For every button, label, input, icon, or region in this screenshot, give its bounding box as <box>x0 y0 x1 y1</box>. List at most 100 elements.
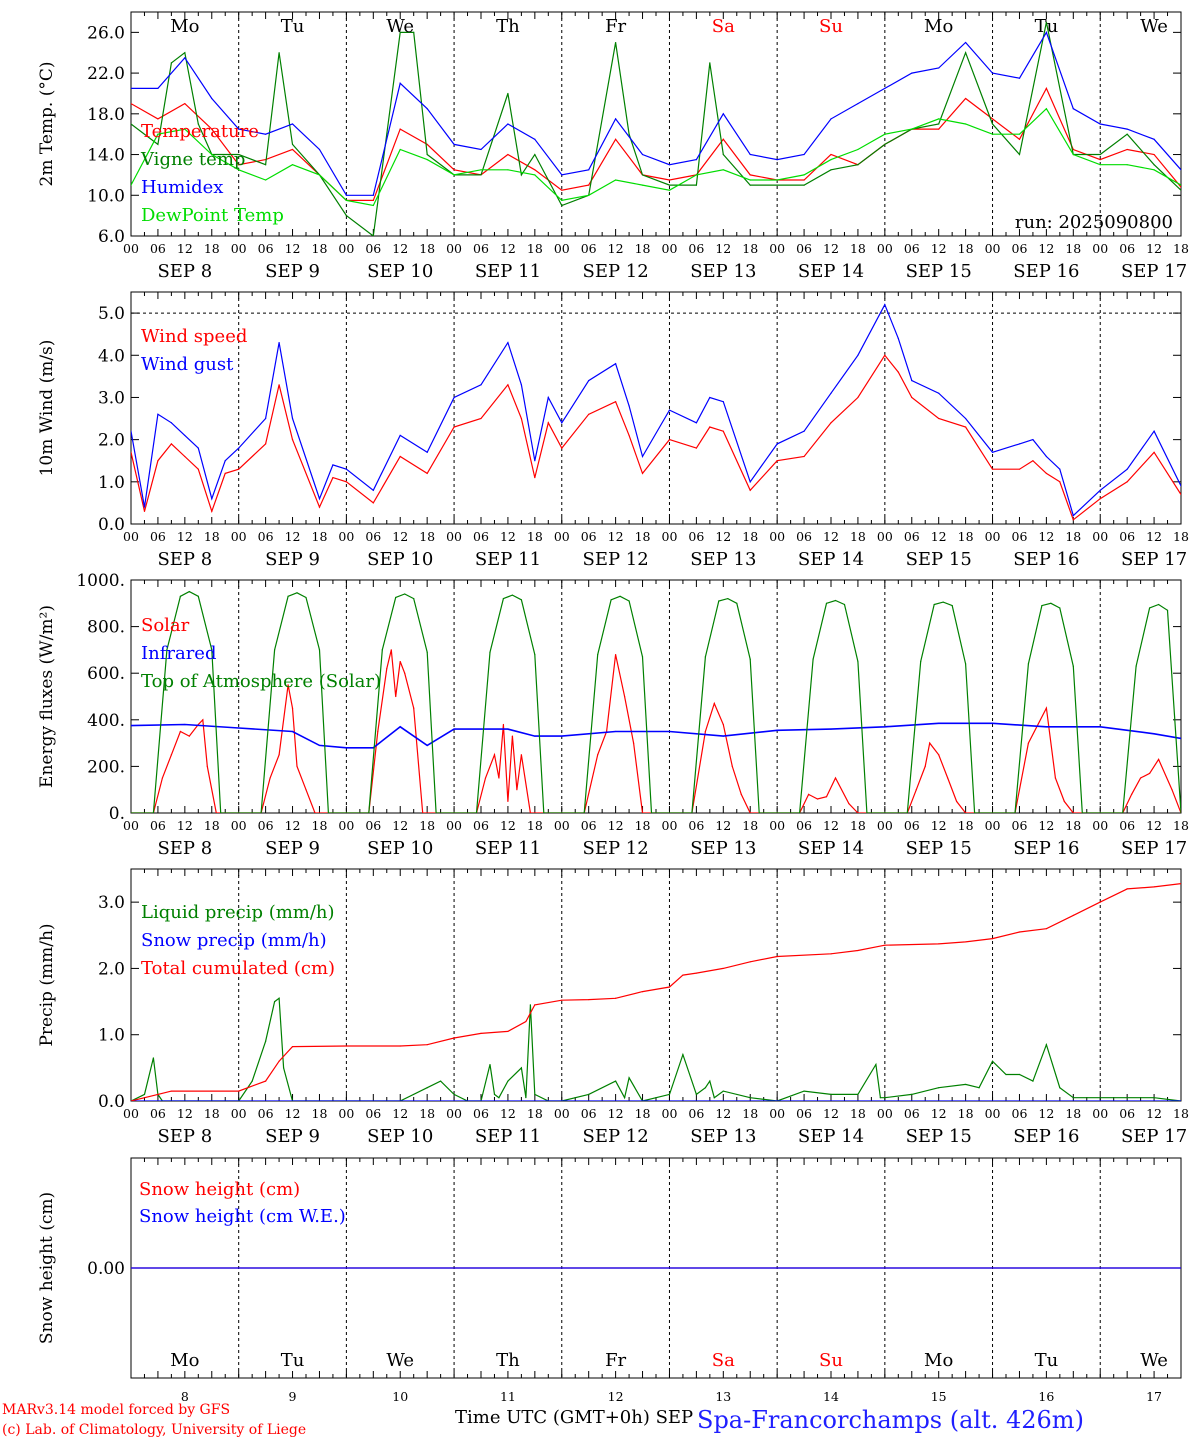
data-point <box>628 405 630 407</box>
data-point <box>709 1080 711 1082</box>
data-point <box>265 443 267 445</box>
data-point <box>1180 812 1181 813</box>
legend-entry: Solar <box>141 615 190 636</box>
data-point <box>1018 153 1021 156</box>
hour-label: 12 <box>1038 1106 1054 1121</box>
data-point <box>345 1045 347 1047</box>
hour-label: 06 <box>365 818 381 833</box>
data-point <box>938 722 940 724</box>
hour-label: 18 <box>312 1106 328 1121</box>
data-point <box>776 729 778 731</box>
data-point <box>534 735 536 737</box>
data-point <box>641 656 644 658</box>
data-point <box>345 199 347 201</box>
data-point <box>623 1097 626 1099</box>
data-point <box>206 765 208 768</box>
data-point <box>291 730 294 733</box>
date-label: SEP 11 <box>475 1126 541 1147</box>
data-point <box>1099 901 1101 903</box>
data-point <box>332 464 334 466</box>
hour-label: 18 <box>527 818 543 833</box>
data-point <box>238 727 240 729</box>
data-point <box>166 649 168 651</box>
data-point <box>749 174 751 176</box>
date-label: SEP 13 <box>690 549 756 570</box>
y-axis-label: Precip (mm/h) <box>37 923 57 1046</box>
data-point <box>776 955 778 958</box>
data-point <box>588 169 590 171</box>
hour-label: 18 <box>850 818 866 833</box>
y-tick-label: 1.0 <box>98 473 125 493</box>
date-label: SEP 13 <box>690 261 756 282</box>
data-point <box>143 506 146 508</box>
data-point <box>1045 31 1047 33</box>
data-point <box>179 595 181 597</box>
hour-label: 00 <box>554 1106 570 1121</box>
data-point <box>776 159 778 161</box>
day-number: 9 <box>289 1389 297 1404</box>
data-point <box>884 304 886 306</box>
hour-label: 06 <box>904 241 920 256</box>
data-point <box>131 184 132 186</box>
data-point <box>1180 169 1181 171</box>
y-tick-label: 0.0 <box>98 515 125 535</box>
date-label: SEP 14 <box>798 838 864 859</box>
data-point <box>704 1087 706 1089</box>
hour-label: 12 <box>392 1106 408 1121</box>
data-point <box>776 179 778 181</box>
data-point <box>197 468 199 470</box>
legend-entry: Total cumulated (cm) <box>141 958 335 979</box>
date-label: SEP 12 <box>583 261 649 282</box>
data-point <box>390 649 392 651</box>
data-point <box>1180 1100 1181 1101</box>
hour-label: 12 <box>285 1106 301 1121</box>
hour-label: 12 <box>823 241 839 256</box>
date-label: SEP 14 <box>798 1126 864 1147</box>
data-point <box>956 800 958 802</box>
data-point <box>965 52 967 54</box>
data-point <box>830 728 832 730</box>
data-point <box>1027 742 1030 744</box>
data-point <box>615 363 617 365</box>
data-point <box>179 730 181 733</box>
hour-label: 06 <box>688 529 704 544</box>
date-label: SEP 12 <box>583 838 649 859</box>
data-point <box>615 118 617 120</box>
date-label: SEP 8 <box>157 549 212 570</box>
data-point <box>991 133 994 135</box>
data-point <box>758 812 760 813</box>
data-point <box>453 812 455 813</box>
hour-label: 06 <box>258 241 274 256</box>
data-point <box>511 594 514 596</box>
data-point <box>1099 489 1101 491</box>
y-tick-label: 26.0 <box>87 23 125 43</box>
hour-label: 00 <box>123 529 139 544</box>
data-point <box>1072 519 1074 521</box>
data-point <box>534 174 536 176</box>
date-label: SEP 12 <box>583 549 649 570</box>
data-point <box>211 510 213 512</box>
data-point <box>1099 159 1101 161</box>
data-point <box>973 812 976 813</box>
data-point <box>1153 138 1155 140</box>
data-point <box>965 97 967 100</box>
data-point <box>372 204 374 207</box>
hour-label: 00 <box>769 529 785 544</box>
data-point <box>1045 472 1047 474</box>
legend-entry: Infrared <box>141 643 216 664</box>
data-point <box>157 1093 159 1095</box>
data-point <box>1045 707 1047 709</box>
day-label: Tu <box>1035 1350 1059 1371</box>
data-point <box>803 430 805 432</box>
hour-label: 00 <box>554 241 570 256</box>
data-point <box>695 184 697 186</box>
data-point <box>265 1080 267 1082</box>
hour-label: 00 <box>662 1106 678 1121</box>
data-point <box>1054 777 1056 779</box>
hour-label: 18 <box>958 241 974 256</box>
data-point <box>561 189 563 191</box>
data-point <box>287 684 289 686</box>
data-point <box>610 599 612 601</box>
y-tick-label: 10.0 <box>87 186 125 206</box>
date-label: SEP 17 <box>1121 838 1187 859</box>
